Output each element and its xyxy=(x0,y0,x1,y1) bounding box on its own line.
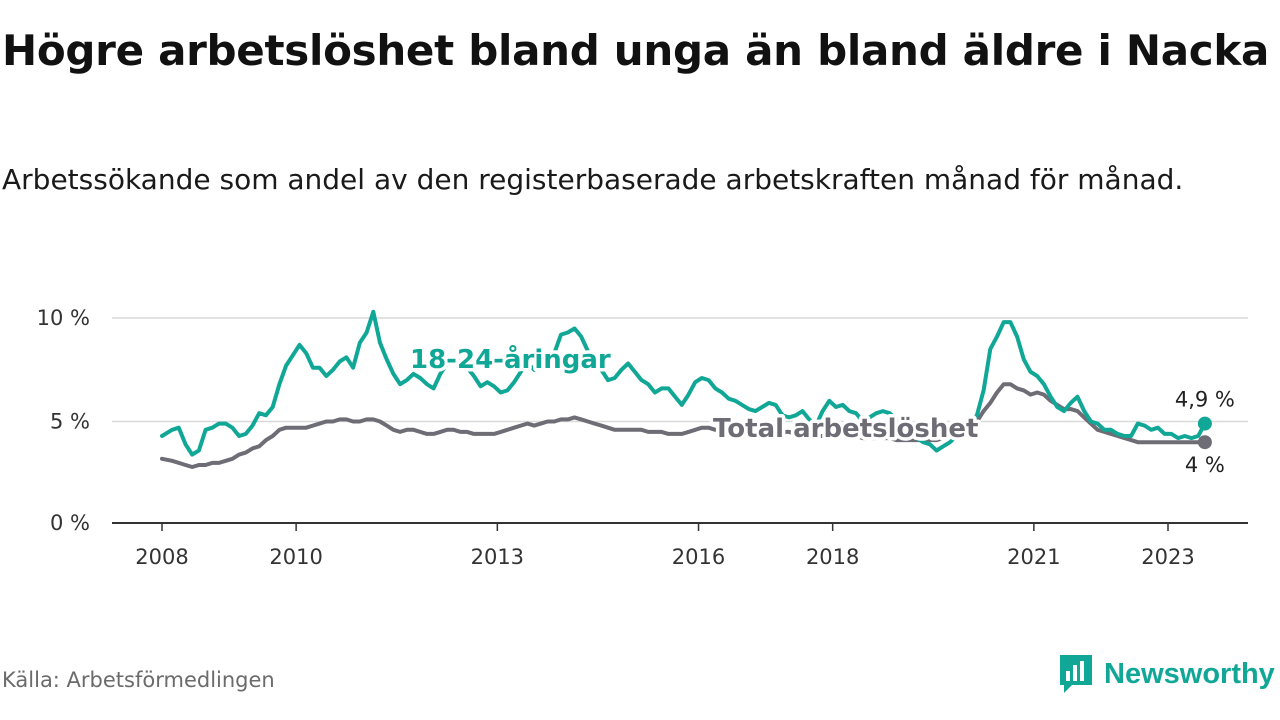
brand-name: Newsworthy xyxy=(1104,657,1275,690)
bar-chart-speech-bubble-icon xyxy=(1060,655,1092,693)
axes: 0 % 5 % 10 % 2008 2010 2013 2016 2018 2021 2023 xyxy=(37,306,1248,569)
x-tick-label: 2023 xyxy=(1141,545,1194,569)
x-tick-label: 2013 xyxy=(471,545,524,569)
end-label-total: 4 % xyxy=(1185,453,1225,477)
chart-title: Högre arbetslöshet bland unga än bland ä… xyxy=(2,26,1270,75)
line-chart: 0 % 5 % 10 % 2008 2010 2013 2016 2018 2021 2023 1… xyxy=(37,306,1248,569)
y-tick-label: 5 % xyxy=(50,410,90,434)
series-lines xyxy=(160,309,1212,469)
x-tick-label: 2018 xyxy=(806,545,859,569)
brand-logo[interactable]: Newsworthy xyxy=(1058,652,1275,696)
x-tick-label: 2008 xyxy=(135,545,188,569)
series-endpoint-total xyxy=(1197,435,1212,450)
series-endpoint-young xyxy=(1197,416,1212,431)
series-label-total: Total arbetslöshet xyxy=(713,414,978,444)
end-label-young: 4,9 % xyxy=(1175,388,1235,412)
series-label-young: 18-24-åringar xyxy=(410,343,611,375)
series-line-young xyxy=(160,309,1207,457)
y-tick-label: 0 % xyxy=(50,511,90,535)
series-labels: 18-24-åringar Total arbetslöshet 4,9 % 4 % xyxy=(407,340,1238,480)
x-tick-label: 2010 xyxy=(269,545,322,569)
y-tick-label: 10 % xyxy=(37,306,90,330)
chart-subtitle: Arbetssökande som andel av den registerb… xyxy=(2,163,1184,196)
x-tick-label: 2016 xyxy=(672,545,725,569)
gridlines xyxy=(112,317,1248,423)
series-line-total xyxy=(160,382,1207,469)
x-tick-label: 2021 xyxy=(1007,545,1060,569)
source-note: Källa: Arbetsförmedlingen xyxy=(2,668,275,692)
